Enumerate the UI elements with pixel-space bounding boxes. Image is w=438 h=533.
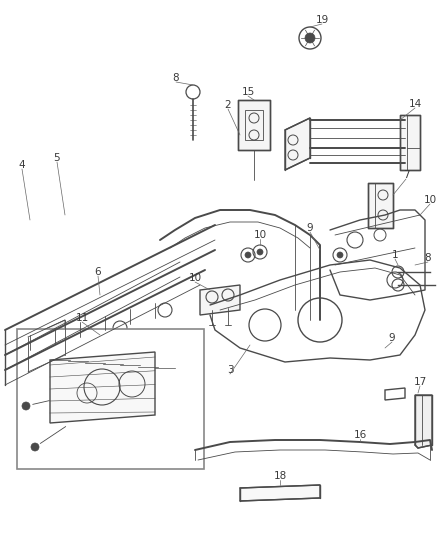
- Text: 10: 10: [254, 230, 267, 240]
- Polygon shape: [240, 485, 320, 501]
- Polygon shape: [238, 100, 270, 150]
- Text: 1: 1: [392, 250, 398, 260]
- Circle shape: [31, 443, 39, 451]
- Polygon shape: [415, 395, 432, 448]
- Polygon shape: [50, 352, 155, 423]
- Text: 7: 7: [403, 170, 410, 180]
- Polygon shape: [200, 285, 240, 315]
- Text: 2: 2: [225, 100, 231, 110]
- Circle shape: [305, 33, 315, 43]
- Text: 15: 15: [241, 87, 254, 97]
- Text: 11: 11: [75, 313, 88, 323]
- Text: 14: 14: [408, 99, 422, 109]
- Text: 8: 8: [173, 73, 179, 83]
- Text: 5: 5: [54, 153, 60, 163]
- Text: 10: 10: [424, 195, 437, 205]
- Text: 9: 9: [389, 333, 396, 343]
- Polygon shape: [285, 118, 310, 170]
- Text: 17: 17: [413, 377, 427, 387]
- Text: 9: 9: [307, 223, 313, 233]
- Polygon shape: [28, 320, 65, 372]
- Polygon shape: [400, 115, 420, 170]
- Circle shape: [337, 252, 343, 258]
- Text: 8: 8: [425, 253, 431, 263]
- Text: 6: 6: [95, 267, 101, 277]
- Text: 19: 19: [315, 15, 328, 25]
- Circle shape: [257, 249, 263, 255]
- Text: 3: 3: [227, 365, 233, 375]
- Text: 16: 16: [353, 430, 367, 440]
- Text: 18: 18: [273, 471, 286, 481]
- Circle shape: [245, 252, 251, 258]
- Text: 4: 4: [19, 160, 25, 170]
- FancyBboxPatch shape: [17, 329, 204, 469]
- Text: 10: 10: [188, 273, 201, 283]
- Circle shape: [22, 402, 30, 410]
- Polygon shape: [368, 183, 393, 228]
